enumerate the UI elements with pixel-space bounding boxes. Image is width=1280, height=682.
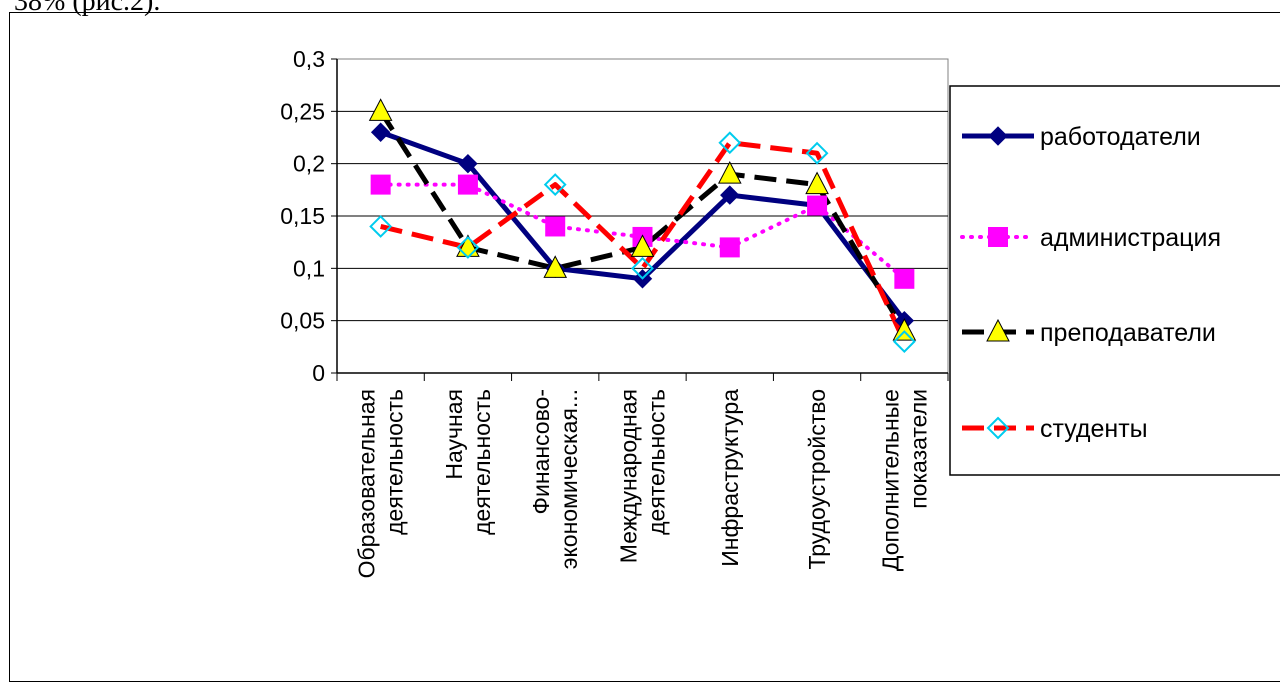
data-point-студенты xyxy=(805,141,829,165)
data-point-работодатели xyxy=(458,153,478,174)
data-point-работодатели xyxy=(988,126,1008,146)
legend-label: администрация xyxy=(1040,224,1221,252)
data-point-преподаватели xyxy=(630,234,655,257)
data-point-преподаватели xyxy=(717,161,742,184)
data-point-преподаватели xyxy=(805,171,829,195)
x-tick-label: показатели xyxy=(905,389,931,509)
y-tick-label: 0,15 xyxy=(280,203,325,229)
x-tick-label: Дополнительные xyxy=(877,389,903,571)
data-point-студенты xyxy=(543,173,567,197)
y-tick-label: 0,05 xyxy=(280,308,325,334)
x-tick-label: Финансово- xyxy=(528,389,554,515)
x-tick-label: Образовательная xyxy=(354,389,380,578)
y-tick-label: 0,1 xyxy=(293,255,325,281)
x-tick-label: Трудоустройство xyxy=(804,389,830,569)
data-point-преподаватели xyxy=(986,318,1010,342)
data-point-преподаватели xyxy=(892,318,917,341)
data-point-администрация xyxy=(719,237,740,258)
data-point-администрация xyxy=(988,227,1008,247)
data-point-администрация xyxy=(894,268,915,289)
data-point-администрация xyxy=(545,216,566,237)
x-tick-label: Международная xyxy=(616,389,642,563)
data-point-преподаватели xyxy=(368,98,393,121)
x-tick-label: Инфраструктура xyxy=(717,389,743,567)
data-point-работодатели xyxy=(370,122,391,142)
x-tick-label: экономическая... xyxy=(556,389,582,569)
data-point-студенты xyxy=(892,330,916,354)
data-point-студенты xyxy=(718,131,742,155)
legend-label: преподаватели xyxy=(1040,319,1216,347)
x-tick-label: деятельность xyxy=(382,389,408,535)
legend-label: работодатели xyxy=(1040,123,1201,151)
data-point-администрация xyxy=(807,195,828,216)
legend-label: студенты xyxy=(1040,415,1148,443)
data-point-студенты xyxy=(456,235,480,259)
x-tick-label: Научная xyxy=(441,389,467,480)
data-point-студенты xyxy=(369,215,393,238)
data-point-администрация xyxy=(457,174,478,195)
data-point-студенты xyxy=(631,256,654,280)
y-tick-label: 0,2 xyxy=(293,151,325,177)
y-tick-label: 0,25 xyxy=(280,98,325,124)
data-point-студенты xyxy=(986,416,1010,440)
x-tick-label: деятельность xyxy=(469,389,495,535)
data-point-работодатели xyxy=(720,185,740,205)
data-point-администрация xyxy=(370,174,391,195)
series-line-работодатели xyxy=(379,129,907,323)
x-tick-label: деятельность xyxy=(644,389,670,535)
y-tick-label: 0,3 xyxy=(293,46,325,72)
series-line-студенты xyxy=(380,140,907,343)
y-tick-label: 0 xyxy=(312,360,325,386)
data-point-преподаватели xyxy=(543,255,568,278)
legend-box xyxy=(949,85,1280,476)
series-line-преподаватели xyxy=(378,109,907,333)
